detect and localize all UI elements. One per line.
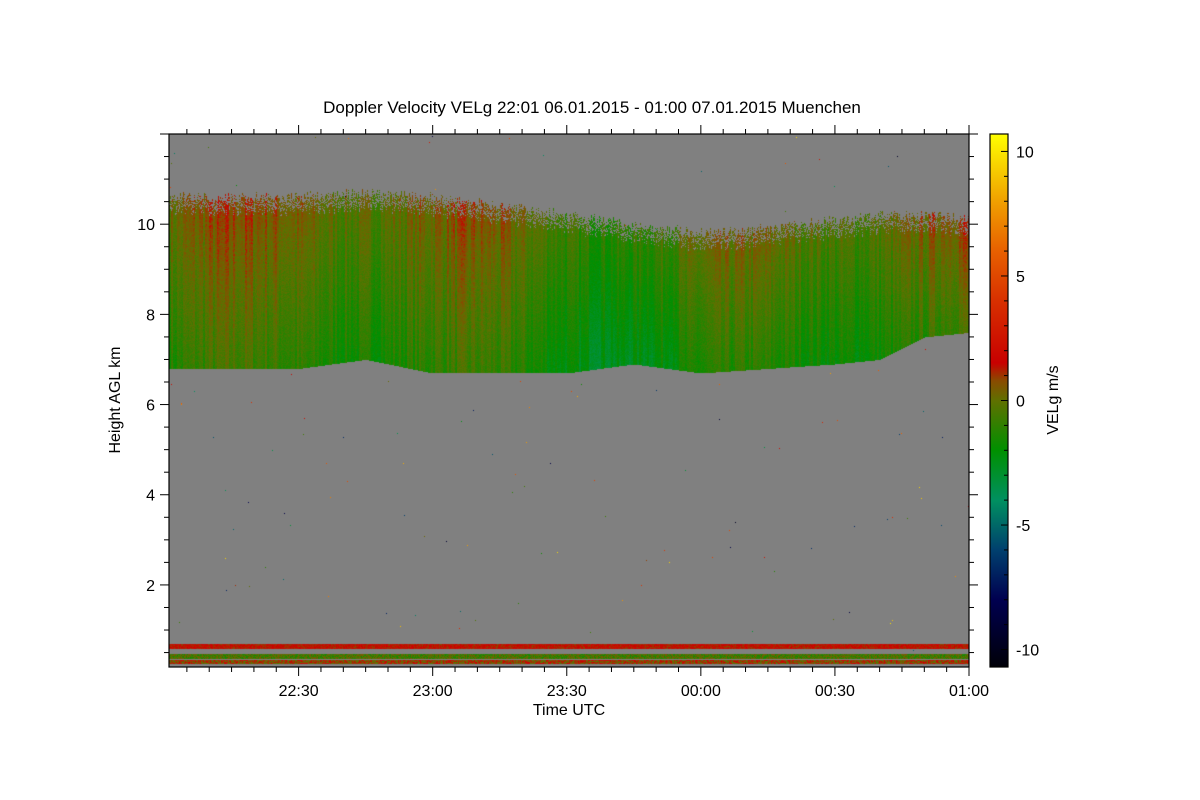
- y-tick-label: 10: [137, 217, 155, 234]
- colorbar-label: VELg m/s: [1045, 365, 1062, 434]
- colorbar-tick-label: 5: [1016, 269, 1025, 286]
- x-tick-label: 23:00: [413, 683, 453, 700]
- x-tick-label: 00:00: [681, 683, 721, 700]
- y-axis-label: Height AGL km: [107, 346, 124, 453]
- y-tick-label: 6: [146, 398, 155, 415]
- colorbar-tick-label: 0: [1016, 394, 1025, 411]
- colorbar-tick-label: -5: [1016, 518, 1030, 535]
- x-axis-label: Time UTC: [533, 702, 605, 719]
- y-tick-label: 2: [146, 578, 155, 595]
- x-tick-label: 01:00: [949, 683, 989, 700]
- chart-title: Doppler Velocity VELg 22:01 06.01.2015 -…: [323, 98, 861, 117]
- y-tick-label: 4: [146, 488, 155, 505]
- x-tick-label: 00:30: [815, 683, 855, 700]
- x-tick-label: 23:30: [547, 683, 587, 700]
- velocity-heatmap: [169, 134, 969, 667]
- plot-frame: [168, 133, 970, 668]
- colorbar-tick-label: -10: [1016, 643, 1039, 660]
- x-tick-label: 22:30: [279, 683, 319, 700]
- colorbar-tick-label: 10: [1016, 144, 1034, 161]
- y-tick-label: 8: [146, 307, 155, 324]
